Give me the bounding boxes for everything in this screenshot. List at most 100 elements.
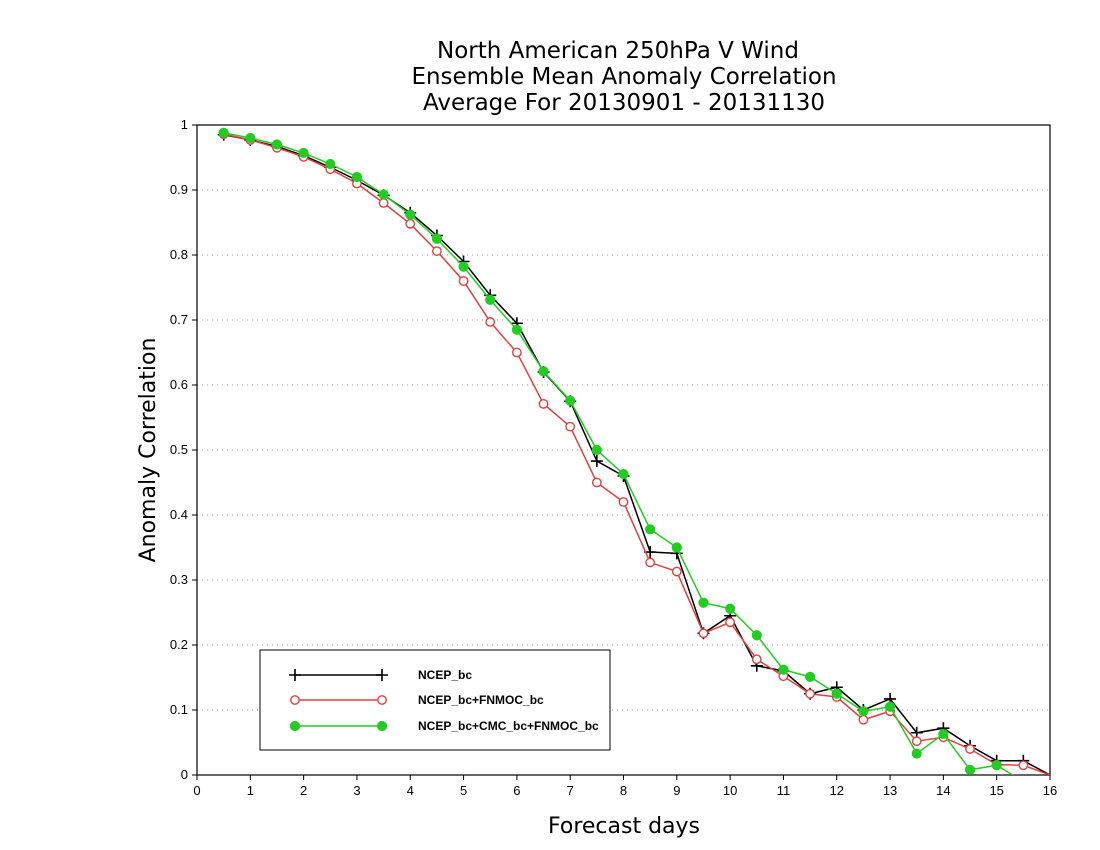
x-tick-label: 12 (830, 783, 844, 798)
series-1-point (965, 744, 975, 754)
series-1-point (405, 218, 416, 229)
series-2-point (376, 720, 388, 732)
y-axis-title: Anomaly Correlation (136, 338, 161, 563)
x-tick-label: 5 (460, 783, 467, 798)
series-1-point (645, 557, 656, 568)
x-tick-label: 10 (723, 783, 737, 798)
series-2-point (485, 294, 496, 305)
x-tick-label: 13 (883, 783, 897, 798)
series-1-point (1018, 760, 1029, 771)
series-1-point (565, 421, 576, 432)
legend-label: NCEP_bc+FNMOC_bc (418, 693, 544, 707)
series-1-point (858, 714, 869, 725)
x-tick-label: 3 (353, 783, 360, 798)
series-2-point (991, 760, 1002, 771)
y-tick-label: 0 (181, 767, 188, 782)
y-tick-label: 0.3 (170, 572, 188, 587)
series-2 (218, 127, 1015, 775)
series-0-point (376, 669, 388, 681)
series-2-point (964, 764, 976, 775)
series-2-point (325, 158, 336, 170)
series-2-point (938, 728, 949, 740)
series-1-point (591, 477, 602, 488)
series-1-point (511, 347, 522, 358)
series-1-point (538, 398, 549, 409)
series-2-point (511, 324, 522, 335)
chart-title-line-3: Average For 20130901 - 20131130 (423, 90, 825, 116)
y-axis-ticks: 0 0.1 0.2 0.3 0.4 0.5 0.6 0.7 0.8 0.9 1 (170, 117, 197, 782)
series-1-point (432, 246, 442, 257)
legend: NCEP_bc NCEP_bc+FNMOC_bc NCEP_bc+CMC_bc+FN… (259, 649, 611, 751)
series-2-point (378, 189, 389, 200)
series-2-point (298, 147, 309, 159)
x-axis-title: Forecast days (548, 814, 700, 839)
series-1-point (911, 736, 922, 747)
series-2-point (245, 132, 256, 144)
legend-label: NCEP_bc (418, 668, 472, 682)
series-0-point (289, 669, 301, 681)
x-axis-ticks: 0 1 2 3 4 5 6 7 8 9 10 11 12 13 14 15 16 (193, 775, 1057, 798)
y-tick-label: 0.2 (170, 637, 188, 652)
y-tick-label: 0.7 (170, 312, 188, 327)
series-1-point (698, 628, 709, 639)
y-tick-label: 0.5 (170, 442, 188, 457)
chart-title-line-1: North American 250hPa V Wind (437, 38, 799, 64)
series-2-point (565, 395, 576, 406)
y-tick-label: 0.4 (170, 507, 188, 522)
series-1-point (751, 654, 762, 665)
legend-entry-2: NCEP_bc+CMC_bc+FNMOC_bc (289, 719, 599, 733)
series-2-point (725, 603, 736, 614)
series-2-point (289, 720, 301, 732)
series-2-point (698, 597, 709, 608)
series-1-point (725, 617, 736, 628)
series-1-point (618, 497, 629, 507)
series-1-point (290, 695, 300, 705)
series-2-point (884, 701, 896, 712)
series-1-point (377, 695, 387, 705)
series-1-point (378, 198, 389, 208)
series-2-point (591, 444, 602, 456)
series-1-point (805, 688, 815, 699)
series-1-point (671, 566, 682, 577)
legend-label: NCEP_bc+CMC_bc+FNMOC_bc (418, 719, 599, 733)
series-2-line (223, 132, 1015, 775)
series-0-point (590, 455, 603, 468)
x-tick-label: 7 (567, 783, 574, 798)
series-2-point (458, 261, 469, 272)
series-2-point (405, 209, 416, 220)
y-tick-label: 0.9 (170, 182, 188, 197)
x-tick-label: 0 (193, 783, 200, 798)
series-2-point (858, 706, 869, 717)
series-2-point (351, 171, 363, 183)
series-2-point (431, 233, 443, 244)
series-1-point (458, 276, 469, 286)
series-2-point (218, 127, 229, 138)
x-tick-label: 2 (300, 783, 307, 798)
x-tick-label: 15 (989, 783, 1003, 798)
y-tick-label: 0.8 (170, 247, 188, 262)
x-tick-label: 1 (247, 783, 254, 798)
series-layer (217, 127, 1050, 775)
legend-entry-0: NCEP_bc (289, 668, 472, 682)
x-tick-label: 6 (513, 783, 520, 798)
series-2-point (804, 671, 816, 682)
chart-title: North American 250hPa V Wind Ensemble Me… (411, 38, 836, 116)
legend-entry-1: NCEP_bc+FNMOC_bc (290, 693, 544, 707)
x-tick-label: 4 (407, 783, 414, 798)
series-2-point (671, 542, 682, 553)
y-tick-label: 0.1 (170, 702, 188, 717)
y-tick-label: 0.6 (170, 377, 188, 392)
x-tick-label: 14 (936, 783, 950, 798)
y-tick-label: 1 (181, 117, 188, 132)
grid-lines (197, 189, 1050, 776)
series-2-point (538, 366, 549, 377)
chart-title-line-2: Ensemble Mean Anomaly Correlation (411, 64, 836, 90)
series-2-point (645, 524, 656, 535)
series-1-point (485, 317, 496, 327)
series-2-point (778, 664, 789, 675)
series-2-point (271, 139, 283, 150)
series-1-line (223, 133, 1050, 775)
x-tick-label: 16 (1043, 783, 1057, 798)
series-2-point (831, 688, 842, 699)
